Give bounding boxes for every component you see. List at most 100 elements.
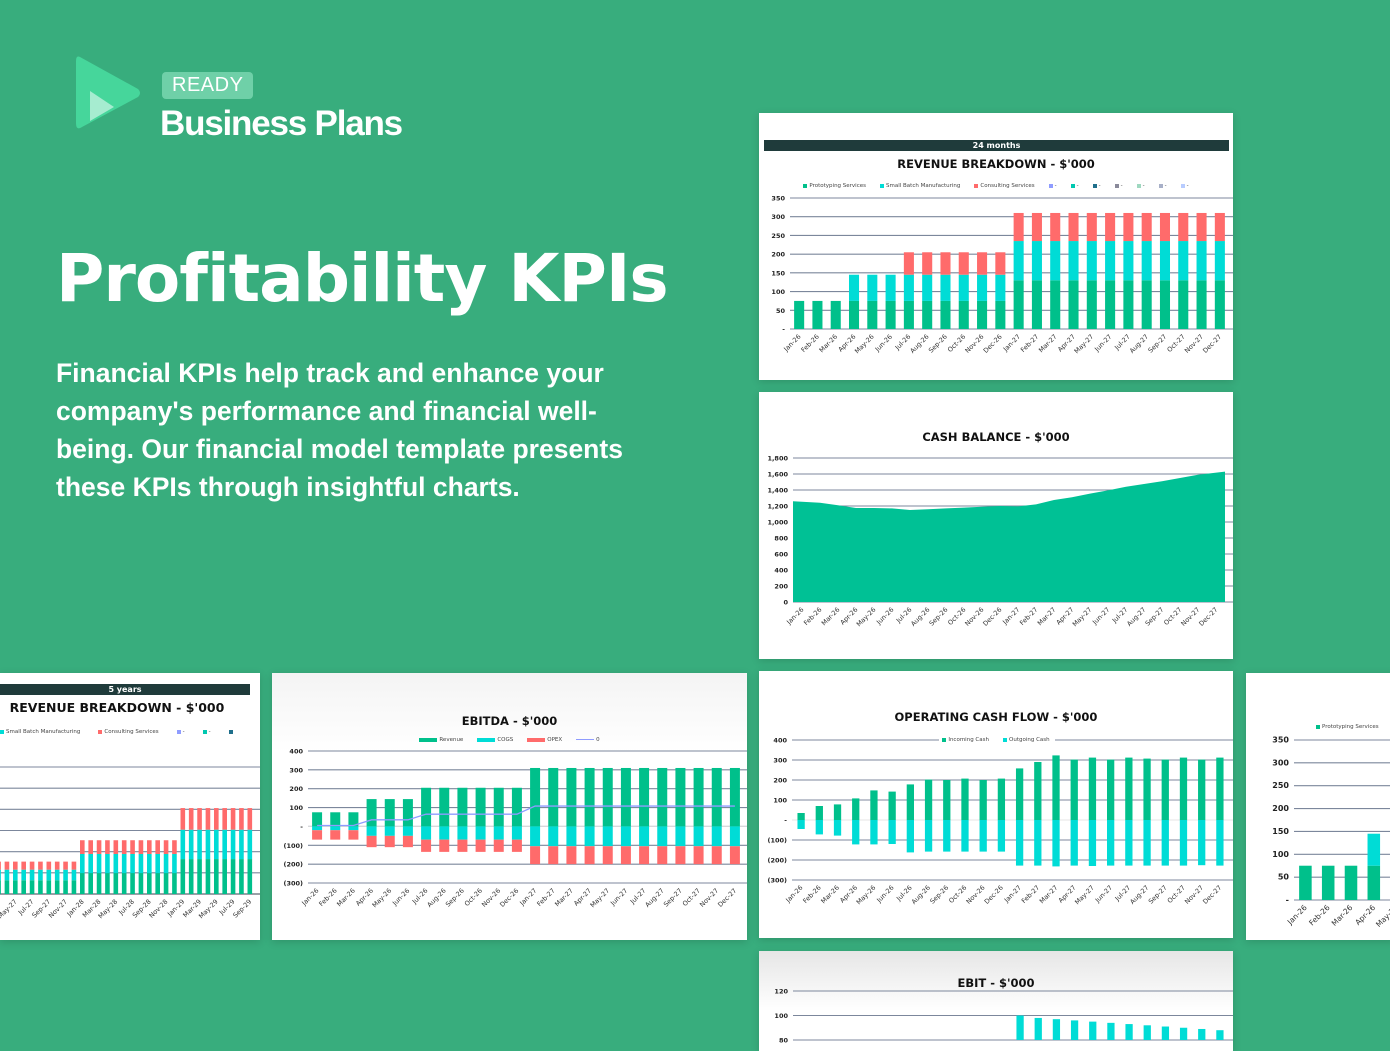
bar-segment <box>96 853 102 874</box>
x-tick-label: Jan-26 <box>784 606 805 627</box>
bar-segment <box>366 826 377 836</box>
legend-item: Small Batch Manufacturing <box>880 183 960 189</box>
x-tick-label: Aug-27 <box>1125 606 1147 628</box>
bar-segment <box>1196 280 1207 329</box>
x-tick-label: Jan-27 <box>518 887 539 908</box>
logo-play-icon <box>76 56 140 129</box>
bar-segment <box>439 787 450 827</box>
x-tick-label: Jan-27 <box>1002 884 1023 905</box>
x-tick-label: Feb-26 <box>800 333 821 354</box>
y-tick-label: - <box>782 326 785 334</box>
bar-segment <box>180 808 186 830</box>
x-tick-label: Dec-26 <box>982 333 1004 355</box>
bar-segment <box>1179 1027 1188 1040</box>
bar-segment <box>138 853 144 874</box>
bar-segment <box>906 820 914 853</box>
y-tick-label: 200 <box>771 251 785 259</box>
page-description: Financial KPIs help track and enhance yo… <box>56 358 623 502</box>
bar-segment <box>657 826 668 847</box>
bar-segment <box>1050 212 1061 242</box>
bar-segment <box>830 300 841 329</box>
chart-card-revenue-24-months: 350 300 250 200 150 100 50- Jan-26 Feb-26 Mar-26 A… <box>759 113 1233 380</box>
bar-segment <box>457 839 468 852</box>
bar-segment <box>188 829 194 860</box>
bar-segment <box>247 829 253 860</box>
bar-segment <box>995 274 1006 301</box>
legend-swatch-icon <box>1003 737 1007 742</box>
bar-segment <box>105 840 110 854</box>
bar-segment <box>493 787 504 827</box>
bar-segment <box>530 846 541 865</box>
bar-segment <box>1034 762 1042 820</box>
x-tick-label: Nov-26 <box>963 606 985 628</box>
chart-plot: 120 100 80 <box>774 988 1233 1045</box>
legend-swatch-icon <box>1070 183 1075 188</box>
bar-segment <box>729 846 740 865</box>
bar-segment <box>548 767 559 827</box>
bar-segment <box>239 859 244 894</box>
legend-swatch-icon <box>419 737 438 742</box>
y-tick-label: 300 <box>771 213 785 221</box>
bar-segment <box>384 826 395 836</box>
y-tick-label: 0 <box>783 599 788 607</box>
legend-item: OPEX <box>527 737 562 743</box>
bar-segment <box>21 880 26 894</box>
x-tick-label: Dec-26 <box>983 884 1005 906</box>
bar-segment <box>511 787 522 827</box>
bar-segment <box>1214 241 1225 281</box>
legend-item: Revenue <box>419 737 463 743</box>
bar-segment <box>1086 280 1097 329</box>
bar-segment <box>979 820 987 852</box>
y-tick-label: 1,000 <box>767 519 788 527</box>
bar-segment <box>312 826 323 831</box>
bar-segment <box>958 300 969 329</box>
bar-segment <box>711 826 722 847</box>
x-tick-label: Sep-26 <box>928 606 950 628</box>
y-tick-label: - <box>300 823 303 831</box>
chart-title: EBIT - $'000 <box>957 976 1035 990</box>
bar-segment <box>38 869 43 881</box>
bar-segment <box>693 846 704 865</box>
bar-segment <box>848 300 860 329</box>
x-tick-label: Jan-26 <box>300 887 321 908</box>
legend-item: - <box>176 729 185 735</box>
bar-segment <box>54 861 60 870</box>
x-tick-label: Jan-27 <box>1001 333 1022 354</box>
x-tick-label: Mar-26 <box>1330 903 1355 928</box>
bar-segment <box>80 873 85 894</box>
bar-segment <box>1214 212 1225 242</box>
bar-segment <box>239 829 244 860</box>
bar-segment <box>979 780 987 820</box>
bar-segment <box>584 826 595 847</box>
y-tick-label: 120 <box>774 988 788 996</box>
x-tick-label: Mar-26 <box>818 333 840 355</box>
y-tick-label: 100 <box>289 804 303 812</box>
bar-segment <box>1034 1017 1042 1040</box>
x-tick-label: Sep-27 <box>1147 333 1169 355</box>
bar-segment <box>439 826 450 840</box>
legend-item: Consulting Services <box>98 729 159 735</box>
y-tick-label: 100 <box>773 797 787 805</box>
bar-segment <box>870 790 878 820</box>
legend-label: Incoming Cash <box>948 737 989 743</box>
bar-segment <box>21 861 26 870</box>
bar-segment <box>1196 212 1207 242</box>
legend-label: 0 <box>596 737 600 743</box>
x-tick-label: May-26 <box>1374 903 1390 929</box>
legend-item <box>228 729 235 735</box>
bar-segment <box>675 846 686 865</box>
x-tick-label: Nov-27 <box>1179 606 1201 628</box>
bar-segment <box>46 880 52 894</box>
bar-segment <box>38 880 43 894</box>
bar-segment <box>1013 241 1024 281</box>
x-tick-label: Feb-27 <box>1020 884 1041 905</box>
legend-item: Small Batch Manufacturing <box>0 729 80 735</box>
bar-segment <box>384 799 395 827</box>
bar-segment <box>639 846 650 865</box>
bar-segment <box>475 826 486 840</box>
bar-segment <box>138 840 144 854</box>
bar-segment <box>188 808 194 830</box>
x-tick-label: May-26 <box>855 884 878 907</box>
bar-segment <box>0 880 1 894</box>
chart-plot: 400 300 200 100 - (100) (200) (300)Jan-26Feb-26… <box>283 748 747 909</box>
